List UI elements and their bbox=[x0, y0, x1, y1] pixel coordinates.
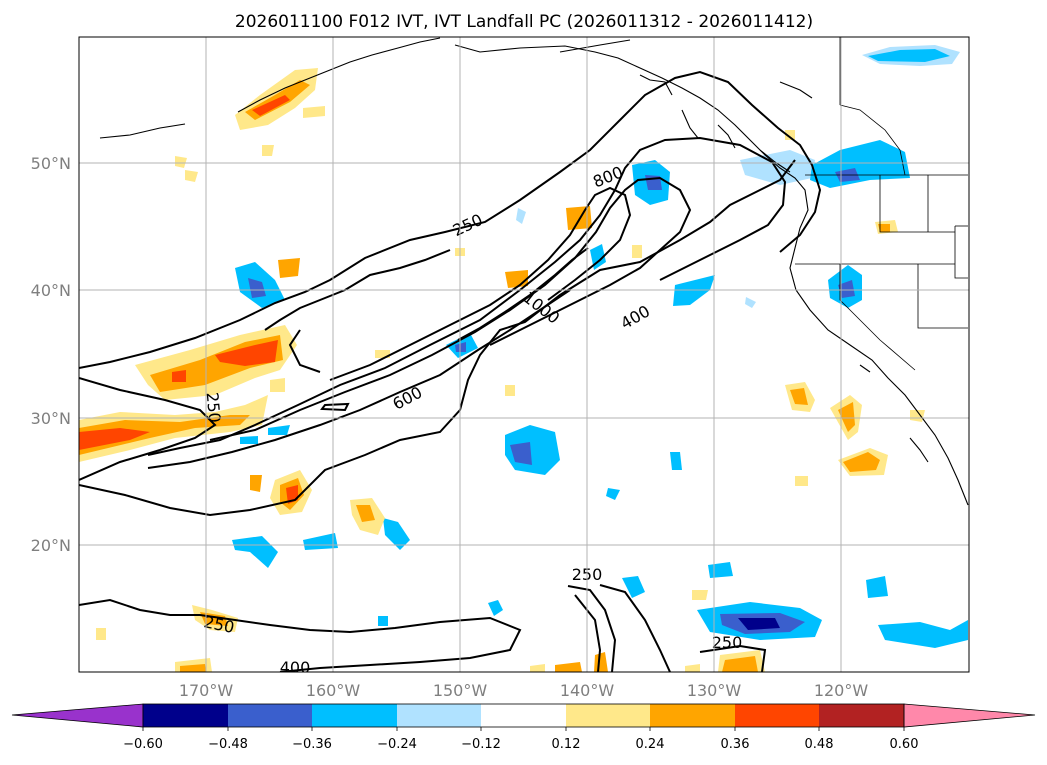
colorbar-segment bbox=[228, 704, 312, 727]
colorbar-tick-label: 0.60 bbox=[890, 737, 919, 752]
colorbar-segment bbox=[481, 704, 566, 727]
negative-shading bbox=[232, 45, 968, 648]
colorbar-segment bbox=[312, 704, 397, 727]
lon-label-140w: 140°W bbox=[560, 681, 615, 700]
colorbar-tick-label: 0.36 bbox=[721, 737, 750, 752]
contour-250-north bbox=[79, 70, 822, 369]
colorbar-segment bbox=[143, 704, 228, 727]
colorbar-extend-left bbox=[11, 703, 144, 728]
colorbar-segment bbox=[735, 704, 819, 727]
contour-label: 400 bbox=[280, 658, 311, 677]
lon-label-120w: 120°W bbox=[814, 681, 869, 700]
map-frame bbox=[78, 36, 970, 673]
positive-shading bbox=[79, 68, 925, 672]
contour-250-se bbox=[567, 585, 617, 672]
contour-250-west bbox=[79, 377, 217, 481]
colorbar-segment bbox=[650, 704, 735, 727]
map-title: 2026011100 F012 IVT, IVT Landfall PC (20… bbox=[235, 12, 813, 32]
colorbar-tick-label: −0.60 bbox=[123, 737, 163, 752]
colorbar-segment bbox=[397, 704, 481, 727]
contour-250-south bbox=[79, 159, 796, 517]
colorbar-ticks bbox=[142, 727, 905, 731]
latitude-labels: 50°N 40°N 30°N 20°N bbox=[31, 154, 71, 555]
lon-label-160w: 160°W bbox=[306, 681, 361, 700]
colorbar-tick-label: −0.36 bbox=[292, 737, 332, 752]
colorbar-frame bbox=[142, 703, 905, 728]
longitude-labels: 170°W 160°W 150°W 140°W 130°W 120°W bbox=[179, 681, 869, 700]
lat-label-30n: 30°N bbox=[31, 409, 71, 428]
contour-600 bbox=[209, 176, 692, 441]
lon-label-130w: 130°W bbox=[687, 681, 742, 700]
gridlines bbox=[79, 37, 969, 672]
colorbar-tick-label: −0.24 bbox=[377, 737, 417, 752]
contour-label: 250 bbox=[203, 391, 225, 423]
colorbar-tick-label: 0.12 bbox=[552, 737, 581, 752]
contour-800 bbox=[329, 186, 632, 381]
contour-1000 bbox=[457, 247, 589, 341]
contour-400-lower bbox=[147, 289, 571, 469]
colorbar-tick-label: −0.12 bbox=[461, 737, 501, 752]
colorbar-extend-right bbox=[903, 703, 1036, 728]
colorbar-tick-label: −0.48 bbox=[208, 737, 248, 752]
colorbar-tick-label: 0.48 bbox=[805, 737, 834, 752]
lat-label-20n: 20°N bbox=[31, 536, 71, 555]
map-panel: 250 800 1000 400 600 250 250 250 250 400 bbox=[78, 36, 970, 677]
colorbar-tick-label: 0.24 bbox=[636, 737, 665, 752]
colorbar-tick-labels: −0.60 −0.48 −0.36 −0.24 −0.12 0.12 0.24 … bbox=[123, 737, 918, 752]
colorbar: −0.60 −0.48 −0.36 −0.24 −0.12 0.12 0.24 … bbox=[11, 703, 1036, 752]
contour-label: 250 bbox=[712, 633, 743, 652]
lon-label-150w: 150°W bbox=[433, 681, 488, 700]
lat-label-40n: 40°N bbox=[31, 281, 71, 300]
lon-label-170w: 170°W bbox=[179, 681, 234, 700]
political-boundaries bbox=[795, 37, 968, 371]
lat-label-50n: 50°N bbox=[31, 154, 71, 173]
colorbar-segment bbox=[819, 704, 904, 727]
colorbar-segment bbox=[566, 704, 650, 727]
